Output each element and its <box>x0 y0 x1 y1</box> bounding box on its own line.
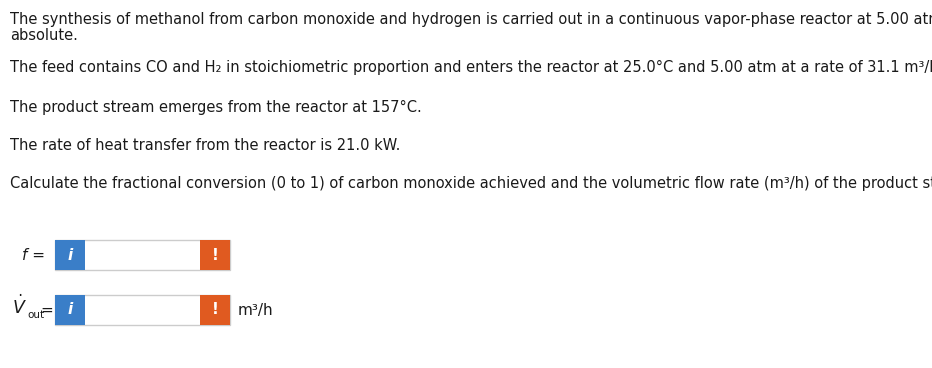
Bar <box>55 295 230 325</box>
Text: The rate of heat transfer from the reactor is 21.0 kW.: The rate of heat transfer from the react… <box>10 138 401 153</box>
Text: f =: f = <box>22 248 45 262</box>
Text: =: = <box>40 302 53 318</box>
Bar <box>55 295 85 325</box>
Bar <box>55 240 230 270</box>
Text: $\dot{V}$: $\dot{V}$ <box>12 294 27 318</box>
Bar <box>55 240 85 270</box>
Text: absolute.: absolute. <box>10 28 78 43</box>
Text: The synthesis of methanol from carbon monoxide and hydrogen is carried out in a : The synthesis of methanol from carbon mo… <box>10 12 932 27</box>
Bar <box>200 295 230 325</box>
Text: i: i <box>67 248 73 262</box>
Text: m³/h: m³/h <box>238 302 274 318</box>
Text: !: ! <box>212 302 218 318</box>
Text: out: out <box>27 310 44 320</box>
Text: !: ! <box>212 248 218 262</box>
Bar <box>200 240 230 270</box>
Text: i: i <box>67 302 73 318</box>
Text: The product stream emerges from the reactor at 157°C.: The product stream emerges from the reac… <box>10 100 422 115</box>
Text: The feed contains CO and H₂ in stoichiometric proportion and enters the reactor : The feed contains CO and H₂ in stoichiom… <box>10 60 932 75</box>
Text: Calculate the fractional conversion (0 to 1) of carbon monoxide achieved and the: Calculate the fractional conversion (0 t… <box>10 176 932 191</box>
